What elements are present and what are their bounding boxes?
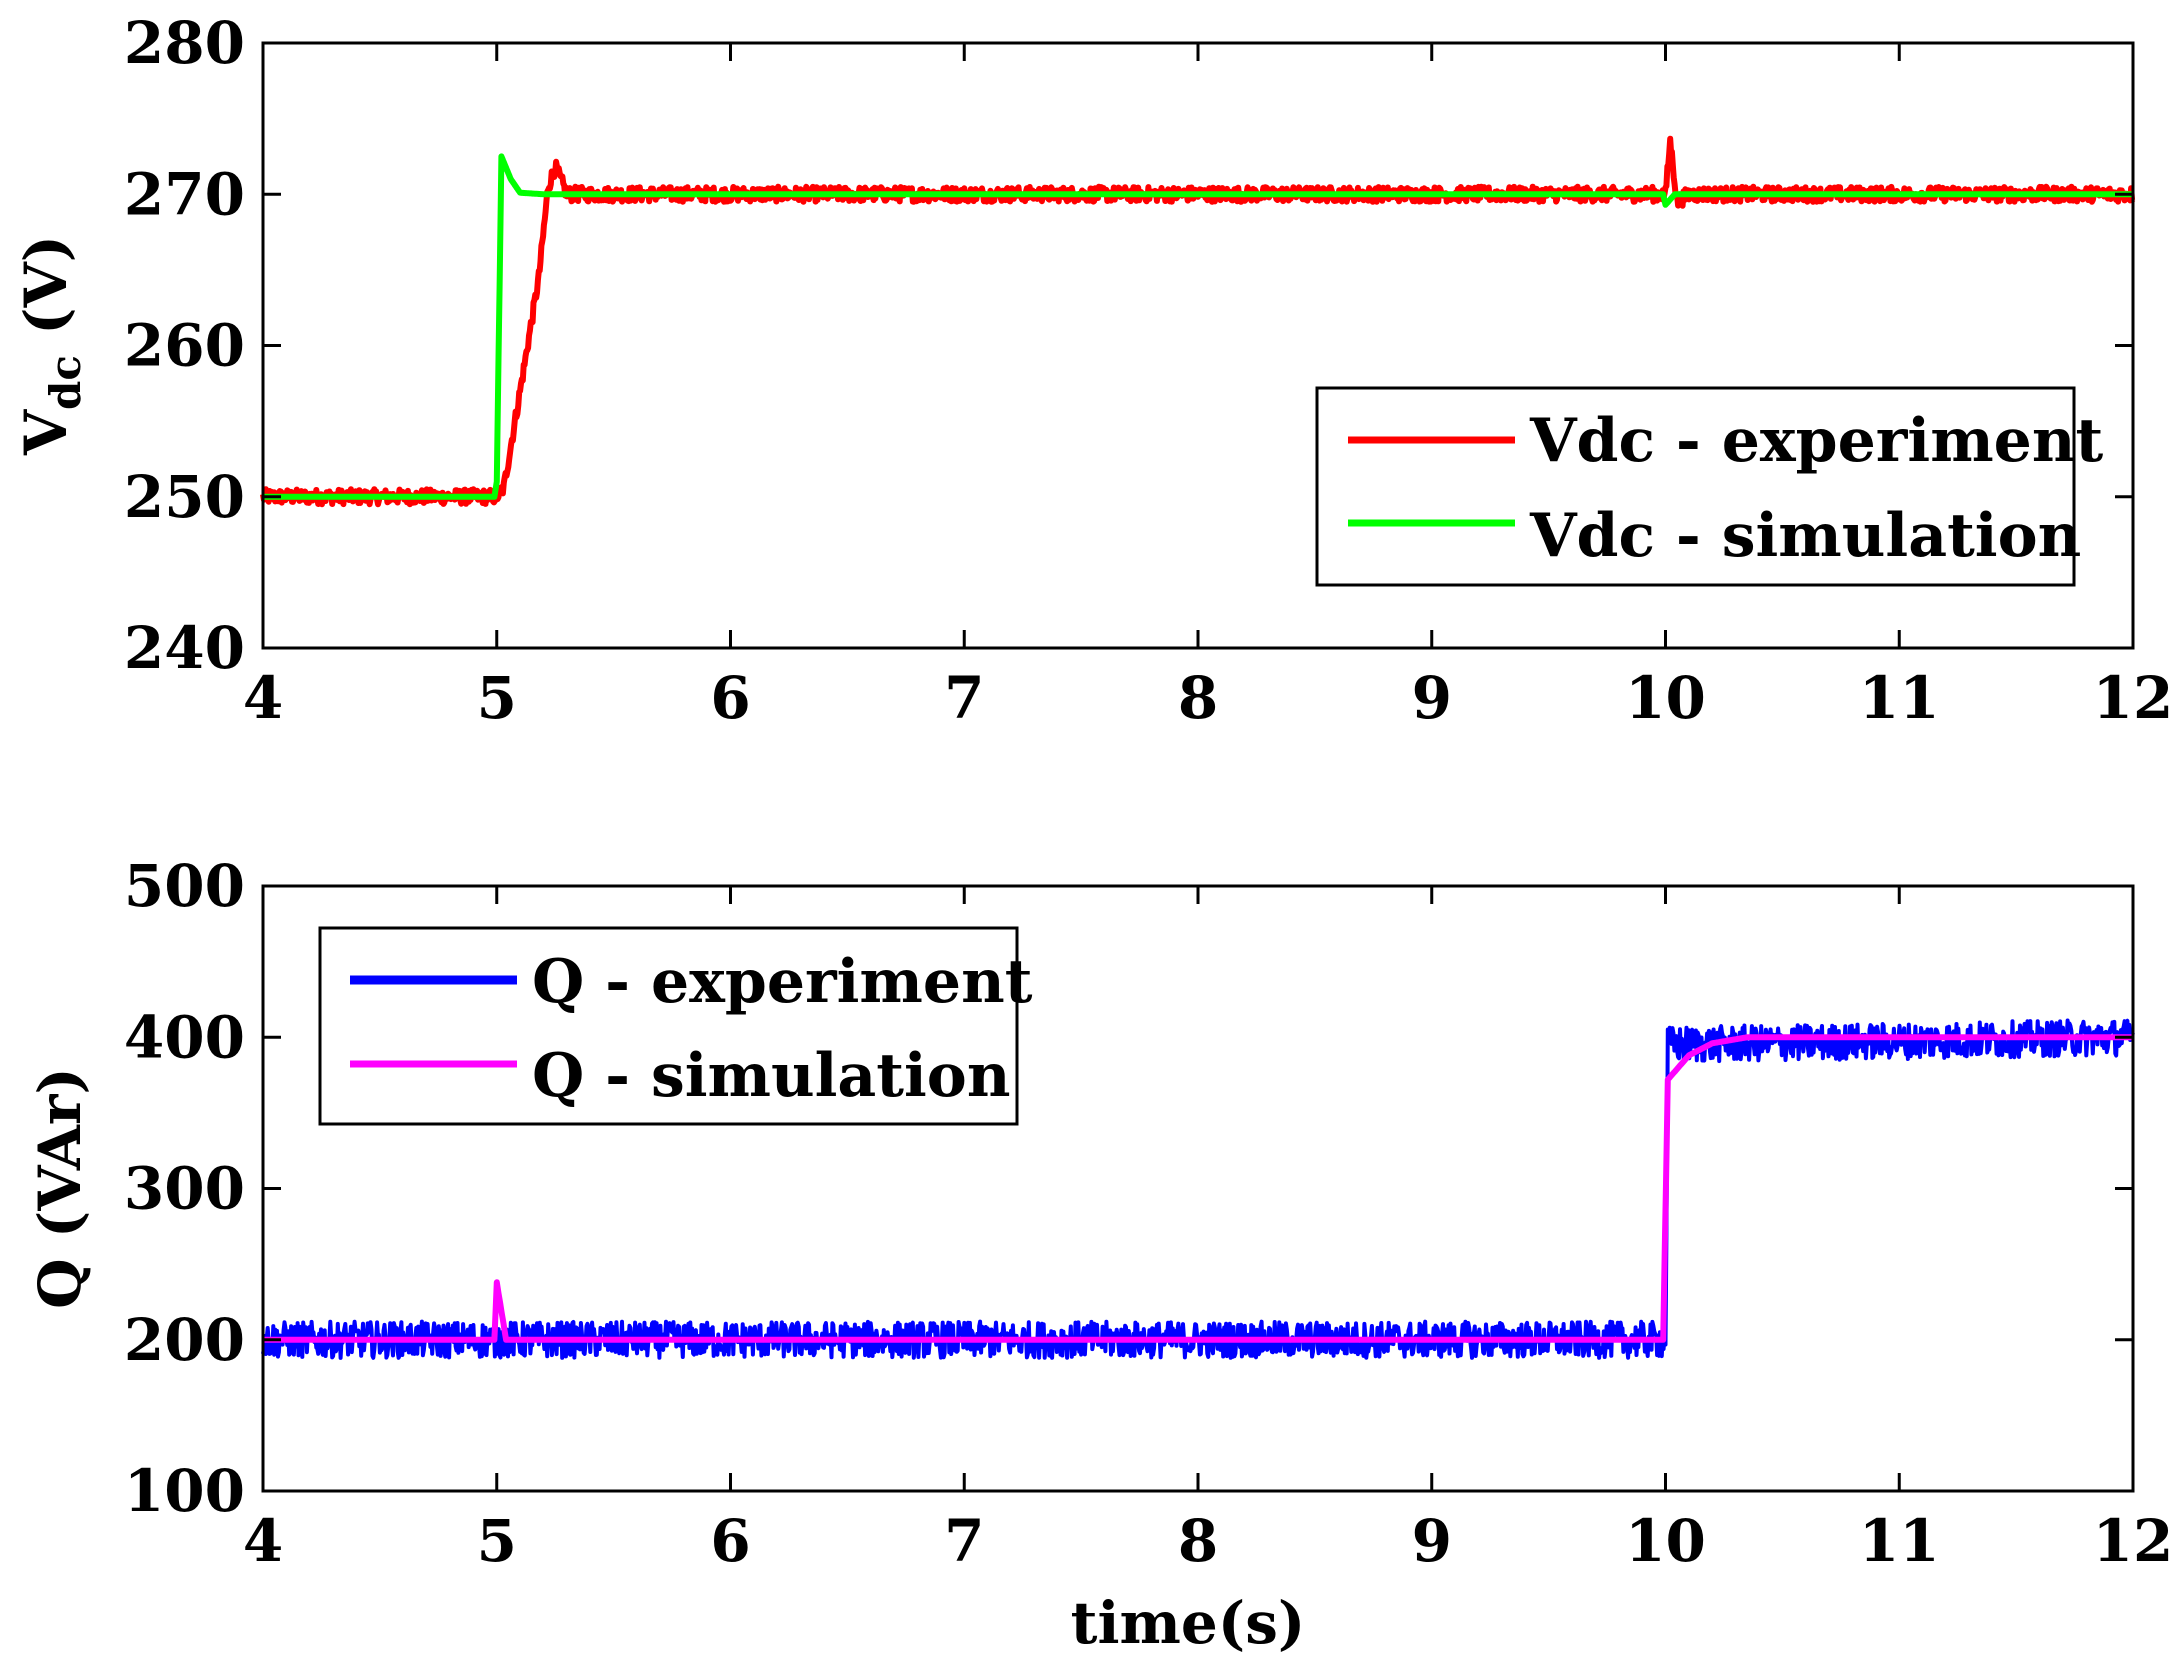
vdc-series-layer xyxy=(260,135,2136,508)
vdc-x-tick-label: 9 xyxy=(1412,664,1452,732)
vdc-series-simulation xyxy=(260,153,2136,500)
q-legend-box xyxy=(318,926,1019,1126)
q-x-tick-label: 11 xyxy=(1859,1507,1940,1575)
q-y-tick-label: 100 xyxy=(124,1457,245,1525)
q-x-tick-label: 5 xyxy=(477,1507,517,1575)
q-x-tick-label: 9 xyxy=(1412,1507,1452,1575)
q-x-tick-label: 10 xyxy=(1625,1507,1706,1575)
vdc-y-tick-label: 260 xyxy=(124,312,245,380)
q-y-tick-label: 400 xyxy=(124,1003,245,1071)
q-series-simulation xyxy=(260,1034,2136,1343)
vdc-x-tick-labels: 4 5 6 7 8 9 10 11 12 xyxy=(243,664,2174,732)
vdc-panel: 4 5 6 7 8 9 10 11 12 240 250 260 270 280 Vdc (V) Vdc… xyxy=(12,9,2173,732)
vdc-ticks xyxy=(261,41,2135,650)
q-ticks xyxy=(261,884,2135,1493)
q-x-tick-label: 6 xyxy=(710,1507,750,1575)
q-y-tick-label: 200 xyxy=(124,1306,245,1374)
q-x-axis-label: time(s) xyxy=(1071,1589,1306,1657)
q-y-tick-label: 300 xyxy=(124,1155,245,1223)
vdc-legend: Vdc - experiment Vdc - simulation xyxy=(1315,386,2103,587)
q-legend-label-experiment: Q - experiment xyxy=(532,947,1033,1017)
vdc-x-tick-label: 8 xyxy=(1178,664,1218,732)
q-y-axis-label: Q (VAr) xyxy=(26,1067,94,1309)
q-y-tick-label: 500 xyxy=(124,852,245,920)
vdc-x-tick-label: 10 xyxy=(1625,664,1706,732)
q-legend: Q - experiment Q - simulation xyxy=(318,926,1033,1126)
vdc-x-tick-label: 5 xyxy=(477,664,517,732)
q-y-tick-labels: 100 200 300 400 500 xyxy=(124,852,245,1525)
vdc-x-tick-label: 7 xyxy=(944,664,984,732)
vdc-legend-label-simulation: Vdc - simulation xyxy=(1529,501,2081,571)
vdc-x-tick-label: 4 xyxy=(243,664,283,732)
q-legend-label-simulation: Q - simulation xyxy=(532,1041,1010,1111)
vdc-x-tick-label: 12 xyxy=(2093,664,2174,732)
q-x-tick-labels: 4 5 6 7 8 9 10 11 12 xyxy=(243,1507,2174,1575)
vdc-y-axis-label: Vdc (V) xyxy=(12,235,90,456)
vdc-y-tick-label: 250 xyxy=(124,463,245,531)
q-x-tick-label: 4 xyxy=(243,1507,283,1575)
vdc-legend-box xyxy=(1315,386,2076,587)
q-panel: 4 5 6 7 8 9 10 11 12 100 200 300 400 500 Q (VAr) tim… xyxy=(26,852,2173,1657)
vdc-y-tick-label: 240 xyxy=(124,614,245,682)
q-x-tick-label: 12 xyxy=(2093,1507,2174,1575)
vdc-y-tick-label: 280 xyxy=(124,9,245,77)
vdc-y-tick-labels: 240 250 260 270 280 xyxy=(124,9,245,682)
q-x-tick-label: 8 xyxy=(1178,1507,1218,1575)
vdc-legend-label-experiment: Vdc - experiment xyxy=(1529,406,2103,476)
vdc-y-tick-label: 270 xyxy=(124,160,245,228)
q-series-layer xyxy=(260,1018,2136,1360)
vdc-x-tick-label: 11 xyxy=(1859,664,1940,732)
q-x-tick-label: 7 xyxy=(944,1507,984,1575)
vdc-x-tick-label: 6 xyxy=(710,664,750,732)
